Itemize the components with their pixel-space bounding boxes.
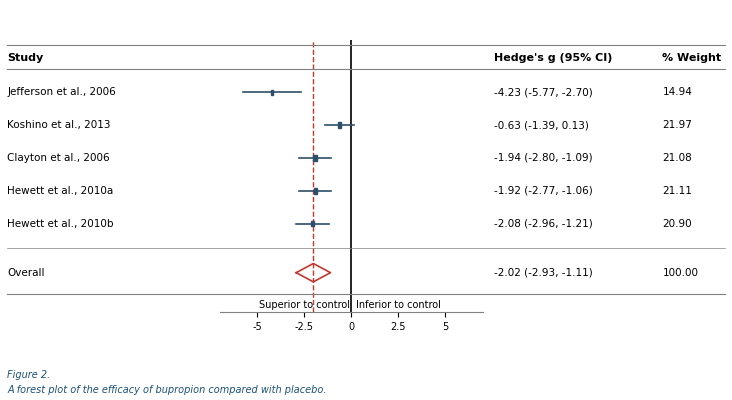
Text: -0.63 (-1.39, 0.13): -0.63 (-1.39, 0.13) — [494, 120, 589, 130]
Text: A forest plot of the efficacy of bupropion compared with placebo.: A forest plot of the efficacy of bupropi… — [7, 385, 326, 395]
Text: Koshino et al., 2013: Koshino et al., 2013 — [7, 120, 111, 130]
Text: Jefferson et al., 2006: Jefferson et al., 2006 — [7, 88, 116, 98]
Text: -2.08 (-2.96, -1.21): -2.08 (-2.96, -1.21) — [494, 218, 593, 228]
Text: 100.00: 100.00 — [662, 268, 698, 278]
Text: Clayton et al., 2006: Clayton et al., 2006 — [7, 153, 110, 163]
Text: Hedge's g (95% CI): Hedge's g (95% CI) — [494, 53, 613, 63]
Text: % Weight: % Weight — [662, 53, 722, 63]
Text: Hewett et al., 2010b: Hewett et al., 2010b — [7, 218, 113, 228]
FancyBboxPatch shape — [337, 122, 341, 128]
Text: 20.90: 20.90 — [662, 218, 692, 228]
FancyBboxPatch shape — [313, 155, 316, 161]
Text: Inferior to control: Inferior to control — [356, 300, 441, 310]
Text: 14.94: 14.94 — [662, 88, 692, 98]
Text: Study: Study — [7, 53, 44, 63]
Text: Figure 2.: Figure 2. — [7, 370, 51, 380]
Text: -1.94 (-2.80, -1.09): -1.94 (-2.80, -1.09) — [494, 153, 593, 163]
Text: -1.92 (-2.77, -1.06): -1.92 (-2.77, -1.06) — [494, 186, 593, 196]
FancyBboxPatch shape — [310, 220, 314, 226]
Text: Superior to control: Superior to control — [259, 300, 350, 310]
Text: 21.11: 21.11 — [662, 186, 692, 196]
FancyBboxPatch shape — [271, 90, 273, 94]
Text: 21.97: 21.97 — [662, 120, 692, 130]
Text: 21.08: 21.08 — [662, 153, 692, 163]
Text: -2.02 (-2.93, -1.11): -2.02 (-2.93, -1.11) — [494, 268, 593, 278]
Text: Overall: Overall — [7, 268, 45, 278]
Text: Hewett et al., 2010a: Hewett et al., 2010a — [7, 186, 113, 196]
FancyBboxPatch shape — [313, 188, 317, 194]
Text: -4.23 (-5.77, -2.70): -4.23 (-5.77, -2.70) — [494, 88, 593, 98]
